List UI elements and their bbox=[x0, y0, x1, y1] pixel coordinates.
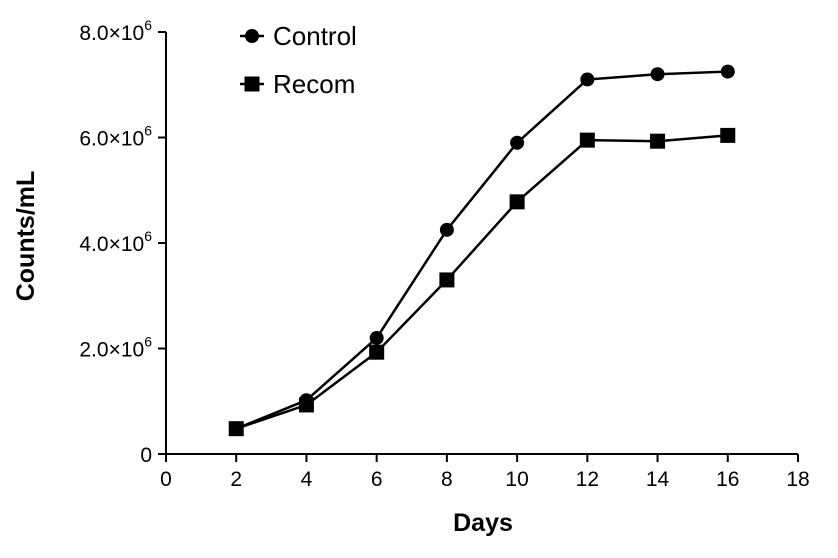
data-point-control bbox=[720, 64, 735, 79]
y-tick-label: 6.0×106 bbox=[79, 123, 152, 151]
data-point-control bbox=[439, 222, 454, 237]
y-tick-label: 8.0×106 bbox=[79, 17, 152, 45]
x-tick-label: 16 bbox=[716, 468, 739, 491]
series-recom bbox=[228, 127, 736, 437]
y-axis-title: Counts/mL bbox=[12, 171, 40, 302]
x-tick-label: 14 bbox=[646, 468, 670, 491]
axes bbox=[165, 32, 798, 455]
x-tick-label: 2 bbox=[230, 468, 242, 491]
data-point-recom bbox=[650, 133, 666, 149]
legend: Control Recom bbox=[240, 21, 357, 99]
data-point-control bbox=[650, 67, 665, 82]
legend-label-control: Control bbox=[273, 21, 357, 51]
y-tick-label: 0 bbox=[140, 444, 152, 467]
data-point-recom bbox=[298, 397, 314, 413]
series-control bbox=[229, 64, 735, 436]
data-point-control bbox=[510, 135, 525, 150]
y-axis-ticks: 0 2.0×106 4.0×106 6.0×106 8.0×106 bbox=[79, 17, 166, 467]
data-point-control bbox=[369, 330, 384, 345]
x-axis-ticks: 0 2 4 6 8 10 12 14 16 18 bbox=[160, 454, 810, 491]
legend-marker-control bbox=[245, 29, 259, 43]
data-point-recom bbox=[509, 194, 525, 210]
x-tick-label: 12 bbox=[576, 468, 599, 491]
x-tick-label: 10 bbox=[505, 468, 528, 491]
y-tick-label: 4.0×106 bbox=[79, 228, 152, 256]
series-line-control bbox=[235, 70, 728, 430]
x-axis-title: Days bbox=[453, 509, 513, 537]
data-point-recom bbox=[579, 132, 595, 148]
legend-marker-recom bbox=[244, 76, 260, 92]
x-tick-label: 6 bbox=[371, 468, 383, 491]
legend-label-recom: Recom bbox=[273, 69, 355, 99]
data-point-recom bbox=[228, 421, 244, 437]
data-point-recom bbox=[439, 272, 455, 288]
x-tick-label: 4 bbox=[301, 468, 313, 491]
series-layer bbox=[228, 64, 736, 437]
x-tick-label: 0 bbox=[160, 468, 172, 491]
x-tick-label: 8 bbox=[441, 468, 453, 491]
legend-item-control: Control bbox=[240, 21, 357, 51]
y-tick-label: 2.0×106 bbox=[79, 334, 152, 362]
data-point-recom bbox=[720, 127, 736, 143]
x-tick-label: 18 bbox=[786, 468, 809, 491]
data-point-recom bbox=[369, 344, 385, 360]
series-line-recom bbox=[235, 134, 728, 430]
data-point-control bbox=[580, 72, 595, 87]
legend-item-recom: Recom bbox=[240, 69, 355, 99]
